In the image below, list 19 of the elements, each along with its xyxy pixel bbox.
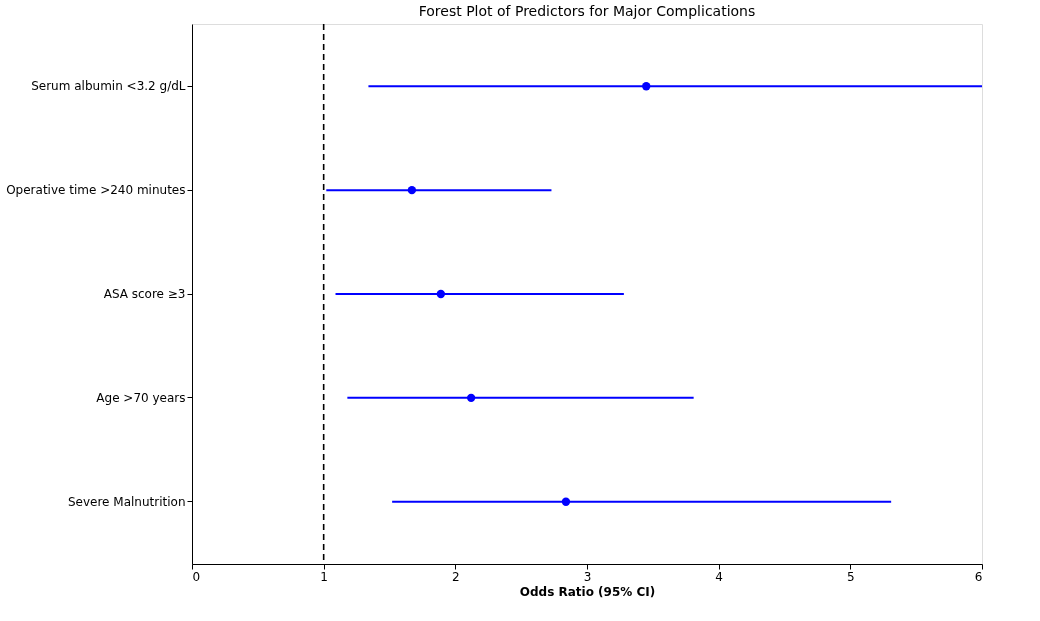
point: [436, 289, 446, 299]
x-axis-title: Odds Ratio (95% CI): [519, 584, 656, 599]
point: [466, 393, 476, 403]
y-tick-label: ASA score ≥3: [103, 287, 186, 301]
x-tick-label: 6: [974, 569, 983, 584]
y-tick-label: Severe Malnutrition: [67, 494, 186, 509]
x-tick-label: 1: [320, 569, 328, 584]
x-tick-label: 2: [452, 569, 460, 584]
point: [642, 82, 651, 91]
y-tick-label: Serum albumin <3.2 g/dL: [31, 79, 186, 94]
x-tick-label: 0: [192, 569, 201, 584]
point: [561, 497, 571, 506]
y-tick-label: Age >70 years: [96, 390, 186, 405]
x-tick-label: 4: [715, 569, 723, 584]
y-tick-label: Operative time >240 minutes: [6, 183, 186, 198]
x-tick-label: 5: [847, 569, 855, 584]
chart-title: Forest Plot of Predictors for Major Complications: [418, 3, 756, 20]
point: [407, 185, 417, 195]
x-tick-label: 3: [583, 569, 592, 584]
